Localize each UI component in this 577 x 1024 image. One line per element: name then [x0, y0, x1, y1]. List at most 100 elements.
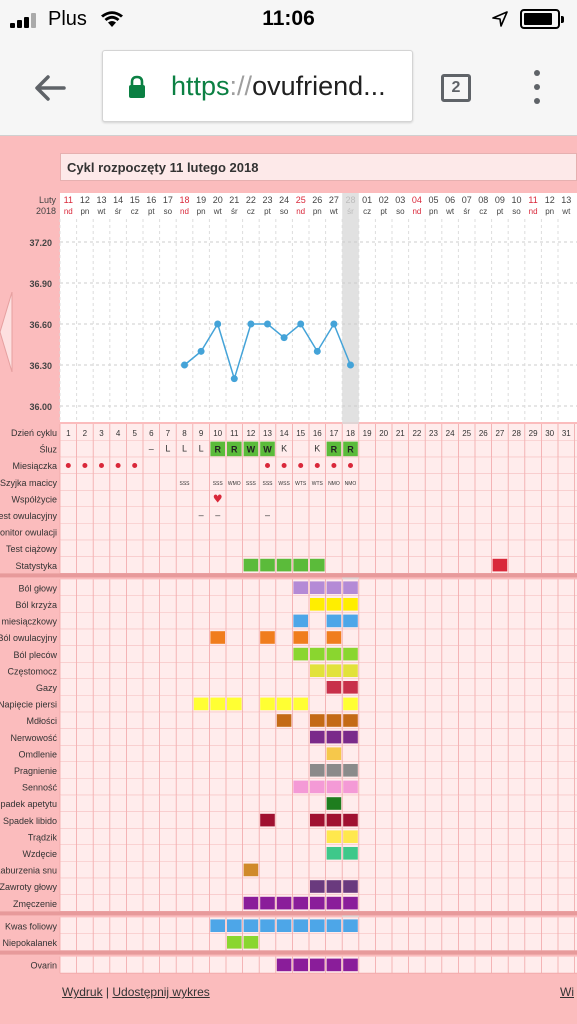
- symptom-mark: [310, 896, 325, 910]
- day-weekday: pn: [197, 207, 206, 216]
- symptom-mark: [343, 664, 358, 677]
- temp-plot-bg: [60, 219, 577, 422]
- symptom-mark: [260, 813, 275, 827]
- cycle-day-number: 4: [116, 429, 121, 438]
- day-number: 13: [561, 195, 571, 205]
- day-weekday: nd: [64, 207, 73, 216]
- tab-switcher-button[interactable]: 2: [441, 74, 471, 102]
- mucus-value: R: [347, 445, 354, 455]
- mucus-value: W: [263, 445, 272, 455]
- day-number: 27: [329, 195, 339, 205]
- symptom-mark: [326, 797, 342, 810]
- footer-right-link[interactable]: Wi: [560, 985, 574, 999]
- symptom-mark: [310, 664, 325, 677]
- cycle-day-number: 20: [379, 429, 388, 438]
- y-tick-label: 36.60: [29, 320, 52, 330]
- cycle-day-number: 24: [446, 429, 455, 438]
- day-weekday: wt: [561, 207, 571, 216]
- day-weekday: so: [396, 207, 405, 216]
- supplement-mark: [293, 958, 308, 972]
- day-weekday: pn: [80, 207, 89, 216]
- day-number: 12: [80, 195, 90, 205]
- supplement-label: Ovarin: [30, 961, 57, 971]
- day-number: 14: [113, 195, 123, 205]
- location-arrow-icon: [492, 11, 508, 27]
- symptom-mark: [310, 647, 325, 661]
- menstruation-dot: [99, 463, 104, 468]
- cycle-day-number: 21: [396, 429, 405, 438]
- symptom-mark: [343, 581, 358, 594]
- day-number: 19: [196, 195, 206, 205]
- menstruation-dot: [281, 463, 287, 468]
- symptom-mark: [326, 813, 342, 827]
- supplement-mark: [276, 919, 292, 932]
- mucus-value: R: [214, 445, 221, 455]
- day-number: 21: [229, 195, 239, 205]
- cycle-day-number: 19: [363, 429, 372, 438]
- cycle-day-number: 7: [166, 429, 171, 438]
- temp-point: [230, 375, 238, 383]
- supplement-mark: [243, 919, 259, 932]
- row-bg: [60, 473, 577, 491]
- symptom-mark: [326, 714, 342, 727]
- symptom-mark: [326, 880, 342, 893]
- day-number: 11: [64, 195, 73, 205]
- cycle-day-number: 17: [329, 429, 338, 438]
- cycle-day-number: 15: [296, 429, 305, 438]
- symptom-mark: [326, 780, 342, 794]
- day-number: 23: [262, 195, 272, 205]
- day-number: 04: [412, 195, 422, 205]
- cycle-day-number: 28: [512, 429, 521, 438]
- temp-point: [181, 361, 188, 369]
- cycle-day-number: 10: [213, 429, 222, 438]
- supplement-mark: [310, 958, 325, 972]
- section-divider: [0, 911, 577, 916]
- symptom-mark: [210, 631, 225, 644]
- symptom-mark: [210, 697, 225, 711]
- cycle-day-number: 23: [429, 429, 438, 438]
- symptom-mark: [326, 830, 342, 843]
- symptom-mark: [343, 830, 358, 843]
- day-number: 26: [312, 195, 322, 205]
- day-weekday: wt: [213, 207, 223, 216]
- symptom-mark: [343, 614, 358, 628]
- symptom-mark: [293, 697, 308, 711]
- print-link[interactable]: Wydruk: [62, 985, 103, 999]
- symptom-label: Spadek libido: [3, 816, 57, 826]
- day-weekday: pt: [148, 207, 155, 216]
- row-cell-value: –: [149, 444, 154, 454]
- carrier-name: Plus: [48, 8, 87, 30]
- symptom-mark: [343, 647, 358, 661]
- symptom-label: Wzdęcie: [22, 849, 57, 859]
- prev-cycle-arrow-icon[interactable]: [0, 292, 14, 372]
- row-label: Miesiączka: [12, 461, 57, 471]
- supplement-mark: [227, 919, 242, 932]
- overflow-menu-icon[interactable]: [530, 70, 544, 106]
- row-cell-value: WTS: [295, 481, 307, 487]
- row-label: Test ciążowy: [6, 544, 58, 554]
- back-arrow-icon[interactable]: [30, 68, 70, 108]
- cycle-day-number: 16: [313, 429, 322, 438]
- row-label: Szyjka macicy: [0, 478, 57, 488]
- mucus-value: W: [247, 445, 256, 455]
- symptom-label: Ból pleców: [13, 650, 57, 660]
- symptom-label: Ból głowy: [18, 583, 57, 593]
- day-number: 17: [163, 195, 173, 205]
- address-bar[interactable]: https://ovufriend...: [102, 50, 413, 122]
- row-label: Monitor owulacji: [0, 528, 57, 538]
- symptom-mark: [343, 847, 358, 860]
- day-number: 13: [96, 195, 106, 205]
- row-bg: [60, 523, 577, 541]
- temp-point: [297, 320, 305, 328]
- menstruation-dot: [132, 463, 138, 468]
- cycle-day-number: 5: [132, 429, 137, 438]
- day-number: 22: [246, 195, 256, 205]
- symptom-mark: [343, 780, 358, 794]
- stat-mark: [293, 558, 308, 572]
- row-cell-value: SSS: [179, 481, 190, 487]
- day-number: 03: [395, 195, 405, 205]
- row-bg: [60, 745, 577, 762]
- row-label: Statystyka: [15, 561, 57, 571]
- share-chart-link[interactable]: Udostępnij wykres: [112, 985, 210, 999]
- day-number: 08: [478, 195, 488, 205]
